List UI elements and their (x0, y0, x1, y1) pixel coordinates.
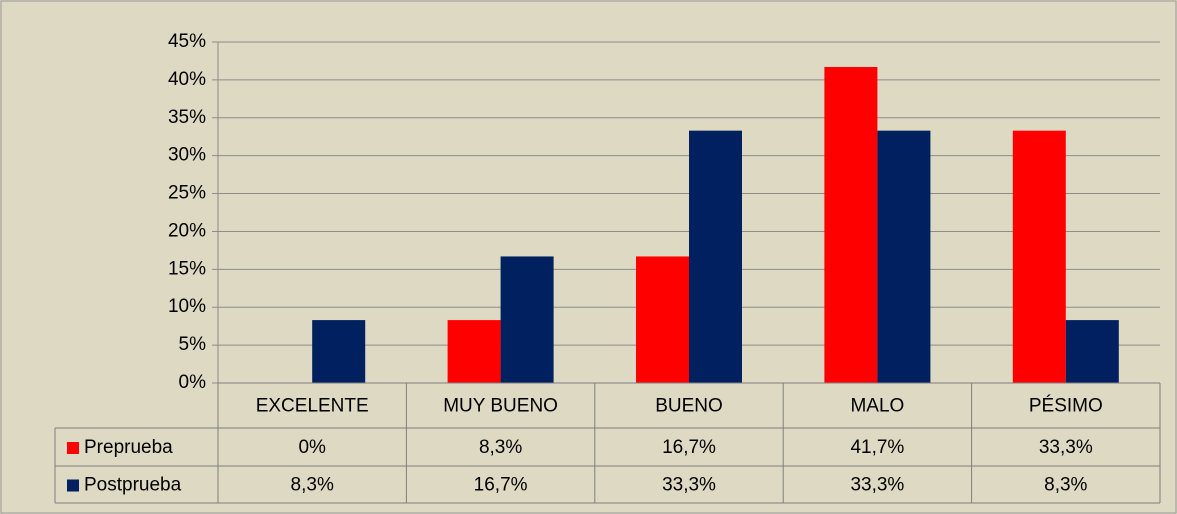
table-value: 0% (298, 437, 326, 458)
bar (877, 130, 931, 383)
x-tick-label: MUY BUENO (443, 396, 558, 417)
x-tick-label: BUENO (655, 396, 723, 417)
table-value: 16,7% (662, 437, 716, 458)
legend-label: Postprueba (84, 475, 182, 496)
bar (636, 256, 689, 383)
x-tick-label: MALO (850, 396, 904, 417)
bar (312, 320, 366, 383)
table-value: 8,3% (1044, 475, 1087, 496)
bar (1065, 320, 1119, 383)
y-tick-label: 5% (179, 334, 207, 355)
legend-swatch (67, 442, 79, 454)
y-tick-label: 25% (168, 183, 206, 204)
y-tick-label: 0% (179, 372, 207, 393)
table-value: 8,3% (291, 475, 334, 496)
table-value: 16,7% (474, 475, 528, 496)
bar (689, 130, 742, 383)
legend-label: Preprueba (84, 437, 173, 458)
table-value: 33,3% (850, 475, 904, 496)
y-tick-label: 35% (168, 107, 206, 128)
legend-swatch (67, 479, 79, 492)
table-value: 33,3% (662, 475, 716, 496)
table-value: 33,3% (1039, 437, 1093, 458)
y-tick-label: 40% (168, 69, 206, 90)
bar (824, 67, 878, 384)
table-value: 8,3% (479, 437, 522, 458)
bar (1012, 130, 1066, 383)
x-tick-label: EXCELENTE (256, 396, 369, 417)
bar (447, 320, 501, 383)
y-tick-label: 10% (168, 296, 206, 317)
y-tick-label: 15% (168, 258, 206, 279)
y-tick-label: 30% (168, 145, 206, 166)
bar (500, 256, 554, 383)
y-tick-label: 20% (168, 220, 206, 241)
y-tick-label: 45% (168, 31, 206, 52)
table-value: 41,7% (850, 437, 904, 458)
x-tick-label: PÉSIMO (1029, 396, 1103, 417)
